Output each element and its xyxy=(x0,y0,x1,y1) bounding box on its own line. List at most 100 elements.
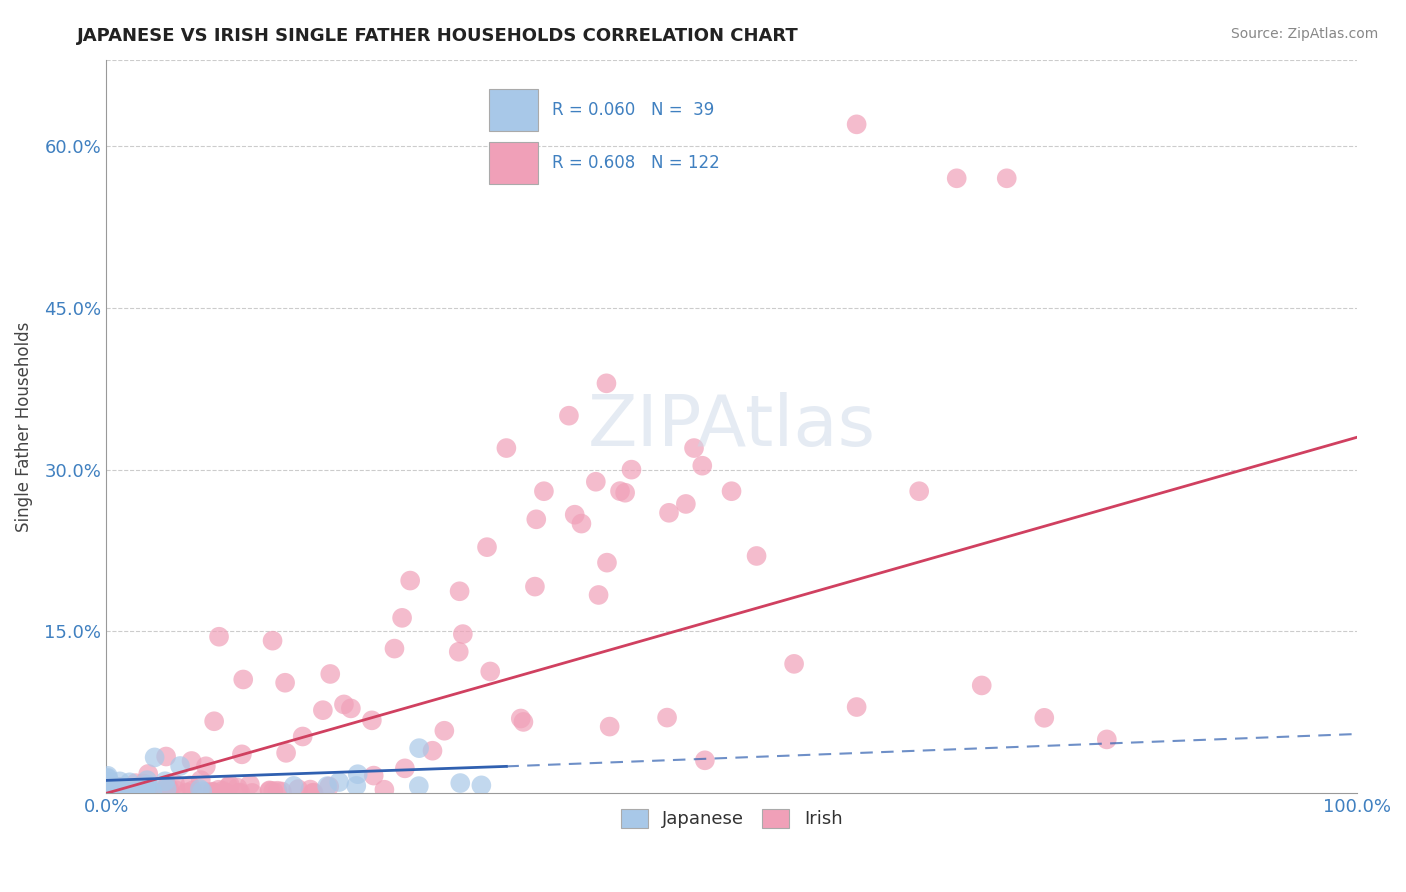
Point xyxy=(124,782,146,797)
Point xyxy=(333,698,356,712)
Point xyxy=(318,780,340,794)
Point xyxy=(391,611,413,625)
Point xyxy=(124,784,146,798)
Point xyxy=(118,783,141,797)
Point xyxy=(585,475,607,489)
Point xyxy=(690,458,713,473)
Point xyxy=(340,701,363,715)
Point xyxy=(524,512,547,526)
Point xyxy=(202,786,225,800)
Point xyxy=(360,714,382,728)
Point xyxy=(945,171,967,186)
Point xyxy=(146,786,169,800)
Point xyxy=(97,781,120,796)
Point xyxy=(211,783,233,797)
Point xyxy=(845,700,868,714)
Point xyxy=(118,775,141,789)
Point xyxy=(202,714,225,729)
Point xyxy=(165,783,187,797)
Text: ZIPAtlas: ZIPAtlas xyxy=(588,392,876,461)
Point xyxy=(131,782,153,797)
Point xyxy=(655,710,678,724)
Point xyxy=(134,785,156,799)
Point xyxy=(104,780,127,794)
Point xyxy=(190,773,212,788)
Point xyxy=(179,778,201,792)
Text: Source: ZipAtlas.com: Source: ZipAtlas.com xyxy=(1230,27,1378,41)
Point xyxy=(533,484,555,499)
Point xyxy=(136,773,159,788)
Point xyxy=(101,784,124,798)
Point xyxy=(122,784,145,798)
Point xyxy=(135,783,157,797)
Point xyxy=(312,703,335,717)
Point xyxy=(122,783,145,797)
Point xyxy=(208,630,231,644)
Point xyxy=(107,782,129,797)
Point xyxy=(100,778,122,792)
Point xyxy=(232,673,254,687)
Point xyxy=(908,484,931,499)
Point xyxy=(373,782,395,797)
Point xyxy=(136,780,159,795)
Point xyxy=(191,784,214,798)
Point xyxy=(558,409,581,423)
Point xyxy=(111,782,134,797)
Point xyxy=(201,785,224,799)
Point xyxy=(155,749,177,764)
Point xyxy=(156,780,179,794)
Point xyxy=(408,779,430,793)
Point xyxy=(141,784,163,798)
Point xyxy=(447,645,470,659)
Point xyxy=(970,678,993,692)
Point xyxy=(240,786,263,800)
Point xyxy=(218,780,240,794)
Y-axis label: Single Father Households: Single Father Households xyxy=(15,321,32,532)
Point xyxy=(1095,732,1118,747)
Point xyxy=(588,588,610,602)
Point xyxy=(495,441,517,455)
Point xyxy=(208,782,231,797)
Point xyxy=(97,771,120,785)
Point xyxy=(422,744,444,758)
Point xyxy=(291,730,314,744)
Point xyxy=(122,783,145,797)
Point xyxy=(132,776,155,790)
Point xyxy=(259,783,281,797)
Point xyxy=(124,776,146,790)
Point xyxy=(266,783,288,797)
Point xyxy=(108,774,131,789)
Point xyxy=(97,775,120,789)
Point xyxy=(1033,711,1056,725)
Point xyxy=(132,783,155,797)
Point xyxy=(194,759,217,773)
Point xyxy=(274,675,297,690)
Point xyxy=(316,779,339,793)
Point xyxy=(475,540,498,554)
Point xyxy=(195,785,218,799)
Point xyxy=(215,786,238,800)
Point xyxy=(564,508,586,522)
Point xyxy=(239,778,262,792)
Point xyxy=(363,769,385,783)
Point xyxy=(156,781,179,796)
Point xyxy=(165,777,187,791)
Point xyxy=(219,778,242,792)
Point xyxy=(274,746,297,760)
Point xyxy=(108,780,131,794)
Point xyxy=(143,750,166,764)
Point xyxy=(509,711,531,725)
Point xyxy=(299,782,322,797)
Point xyxy=(346,767,368,781)
Point xyxy=(150,786,173,800)
Point xyxy=(394,761,416,775)
Point xyxy=(157,781,180,796)
Point xyxy=(571,516,593,531)
Point xyxy=(287,782,309,797)
Point xyxy=(845,117,868,131)
Point xyxy=(104,785,127,799)
Point xyxy=(283,779,305,793)
Point xyxy=(259,784,281,798)
Point xyxy=(153,785,176,799)
Point xyxy=(470,778,492,792)
